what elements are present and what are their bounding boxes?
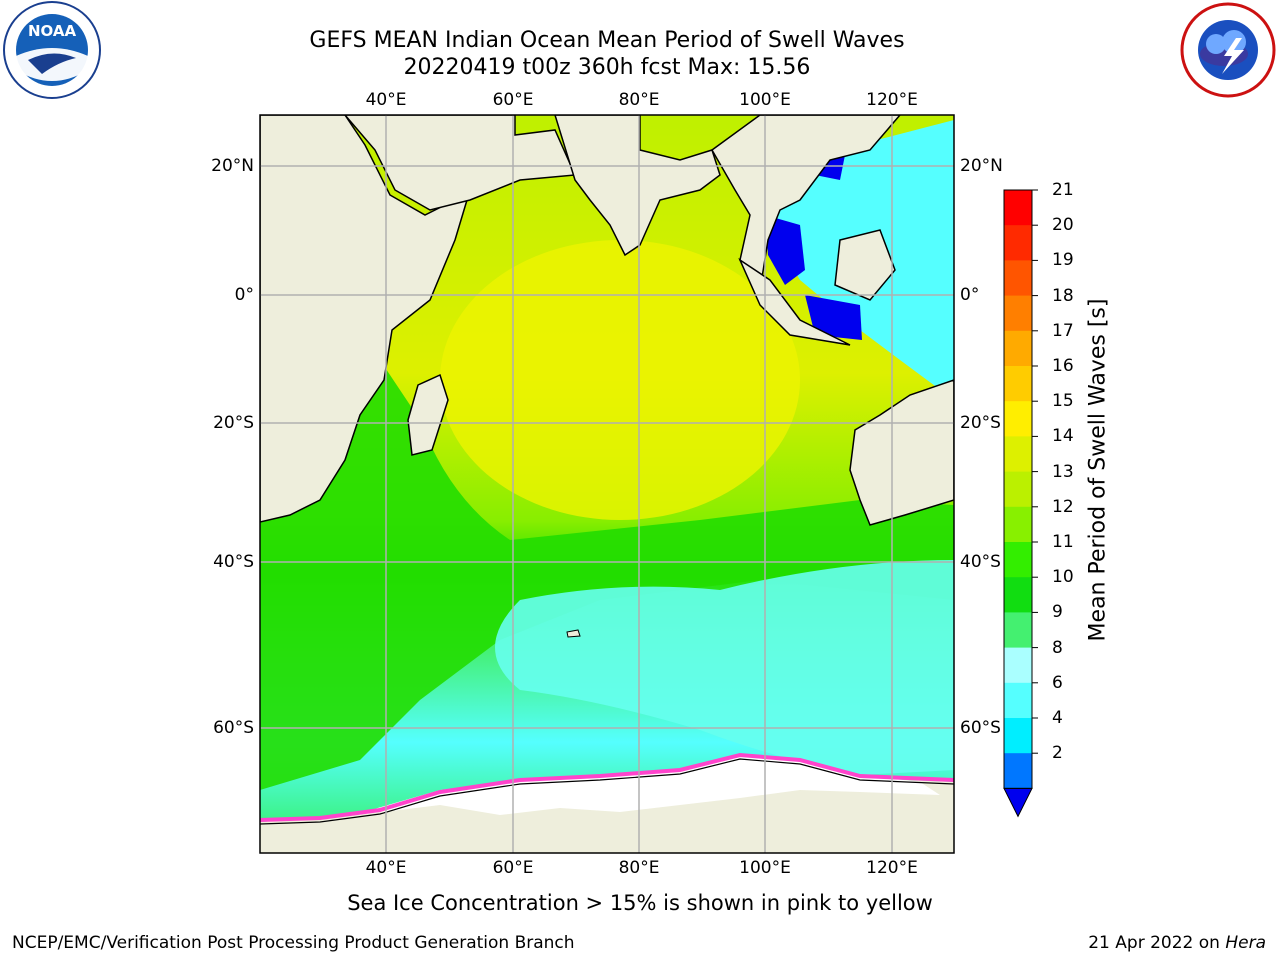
lon-label-top: 100°E [739,90,791,110]
colorbar-swatch [1004,260,1032,297]
ice-shelf [350,755,940,816]
swell-band-green [260,360,954,790]
antarctic-coastline [260,758,954,825]
land-arabia [344,115,577,211]
lat-label-left: 20°N [211,156,254,176]
colorbar-tick-label: 20 [1052,215,1074,236]
graticule [260,115,954,853]
land-australia [849,379,954,526]
lat-label-left: 40°S [213,552,254,572]
land-africa [260,115,472,523]
lat-label-right: 40°S [960,552,1001,572]
colorbar-underflow-arrow [1003,787,1033,818]
map-body [260,115,954,853]
colorbar-tick-label: 18 [1052,285,1074,306]
lon-label-bottom: 60°E [492,858,534,878]
footer-date-text: 21 Apr 2022 on [1088,933,1226,953]
lat-label-right: 20°N [960,156,1003,176]
colorbar-tick-label: 2 [1052,743,1063,764]
map-title: GEFS MEAN Indian Ocean Mean Period of Sw… [309,28,905,53]
swell-max-region [440,240,800,520]
lon-label-top: 60°E [492,90,534,110]
colorbar [1003,189,1038,818]
lat-label-right: 20°S [960,413,1001,433]
colorbar-swatch [1004,682,1032,719]
land-sumatra [738,257,851,346]
lon-label-top: 80°E [618,90,660,110]
lat-label-left: 60°S [213,718,254,738]
colorbar-tick-label: 16 [1052,356,1074,376]
colorbar-swatch [1004,190,1032,226]
colorbar-swatch [1004,330,1032,367]
colorbar-tick-label: 12 [1052,496,1074,517]
lon-label-top: 40°E [365,90,407,110]
land-borneo [834,229,896,301]
sea-ice-edge [260,752,954,822]
colorbar-swatch [1004,506,1032,543]
swell-band-cyan [495,560,954,775]
land-madagascar [407,373,449,456]
colorbar-swatch [1004,577,1032,613]
colorbar-tick-label: 15 [1052,391,1074,412]
colorbar-swatch [1004,436,1032,473]
land-india [554,115,721,257]
colorbar-tick-label: 14 [1052,426,1074,447]
colorbar-swatch [1004,295,1032,332]
colorbar-swatch [1004,612,1032,649]
lat-label-left: 0° [234,285,254,305]
footer-credit: NCEP/EMC/Verification Post Processing Pr… [12,933,575,953]
colorbar-tick-label: 8 [1052,637,1063,658]
lon-label-bottom: 80°E [618,858,660,878]
colorbar-swatch [1004,366,1032,402]
map-frame [259,114,955,854]
land-indochina [711,115,901,293]
lon-label-bottom: 100°E [739,858,791,878]
colorbar-swatch [1004,753,1032,789]
colorbar-tick-label: 9 [1052,602,1063,623]
colorbar-frame [1003,189,1033,789]
footer-host: Hera [1225,933,1266,953]
map-subtitle: 20220419 t00z 360h fcst Max: 15.56 [403,55,811,80]
colorbar-tick-label: 17 [1052,320,1074,341]
lon-label-bottom: 120°E [866,858,918,878]
lat-label-right: 0° [960,285,980,305]
colorbar-swatch [1004,718,1032,754]
colorbar-tick-label: 10 [1052,567,1074,588]
colorbar-tick-label: 11 [1052,532,1074,552]
swell-low-java [805,295,862,340]
colorbar-label: Mean Period of Swell Waves [s] [1085,298,1111,642]
land-kerguelen [566,629,581,638]
noaa-logo-text: NOAA [28,22,77,40]
nws-logo [1178,0,1278,100]
colorbar-swatch [1004,647,1032,684]
swell-low-gulf [765,215,805,285]
colorbar-swatch [1004,542,1032,578]
lon-label-bottom: 40°E [365,858,407,878]
noaa-logo: NOAA [0,0,104,104]
colorbar-swatch [1004,471,1032,508]
sea-ice-caption: Sea Ice Concentration > 15% is shown in … [347,891,933,915]
colorbar-swatch [1004,401,1032,437]
colorbar-tick-label: 21 [1052,180,1074,200]
colorbar-swatch [1004,225,1032,261]
lat-label-right: 60°S [960,718,1001,738]
colorbar-tick-label: 6 [1052,672,1063,693]
lat-label-left: 20°S [213,413,254,433]
colorbar-tick-label: 19 [1052,250,1074,271]
lon-label-top: 120°E [866,90,918,110]
colorbar-tick-label: 4 [1052,708,1063,728]
colorbar-tick-label: 13 [1052,461,1074,482]
footer-date: 21 Apr 2022 on Hera [1088,933,1266,953]
